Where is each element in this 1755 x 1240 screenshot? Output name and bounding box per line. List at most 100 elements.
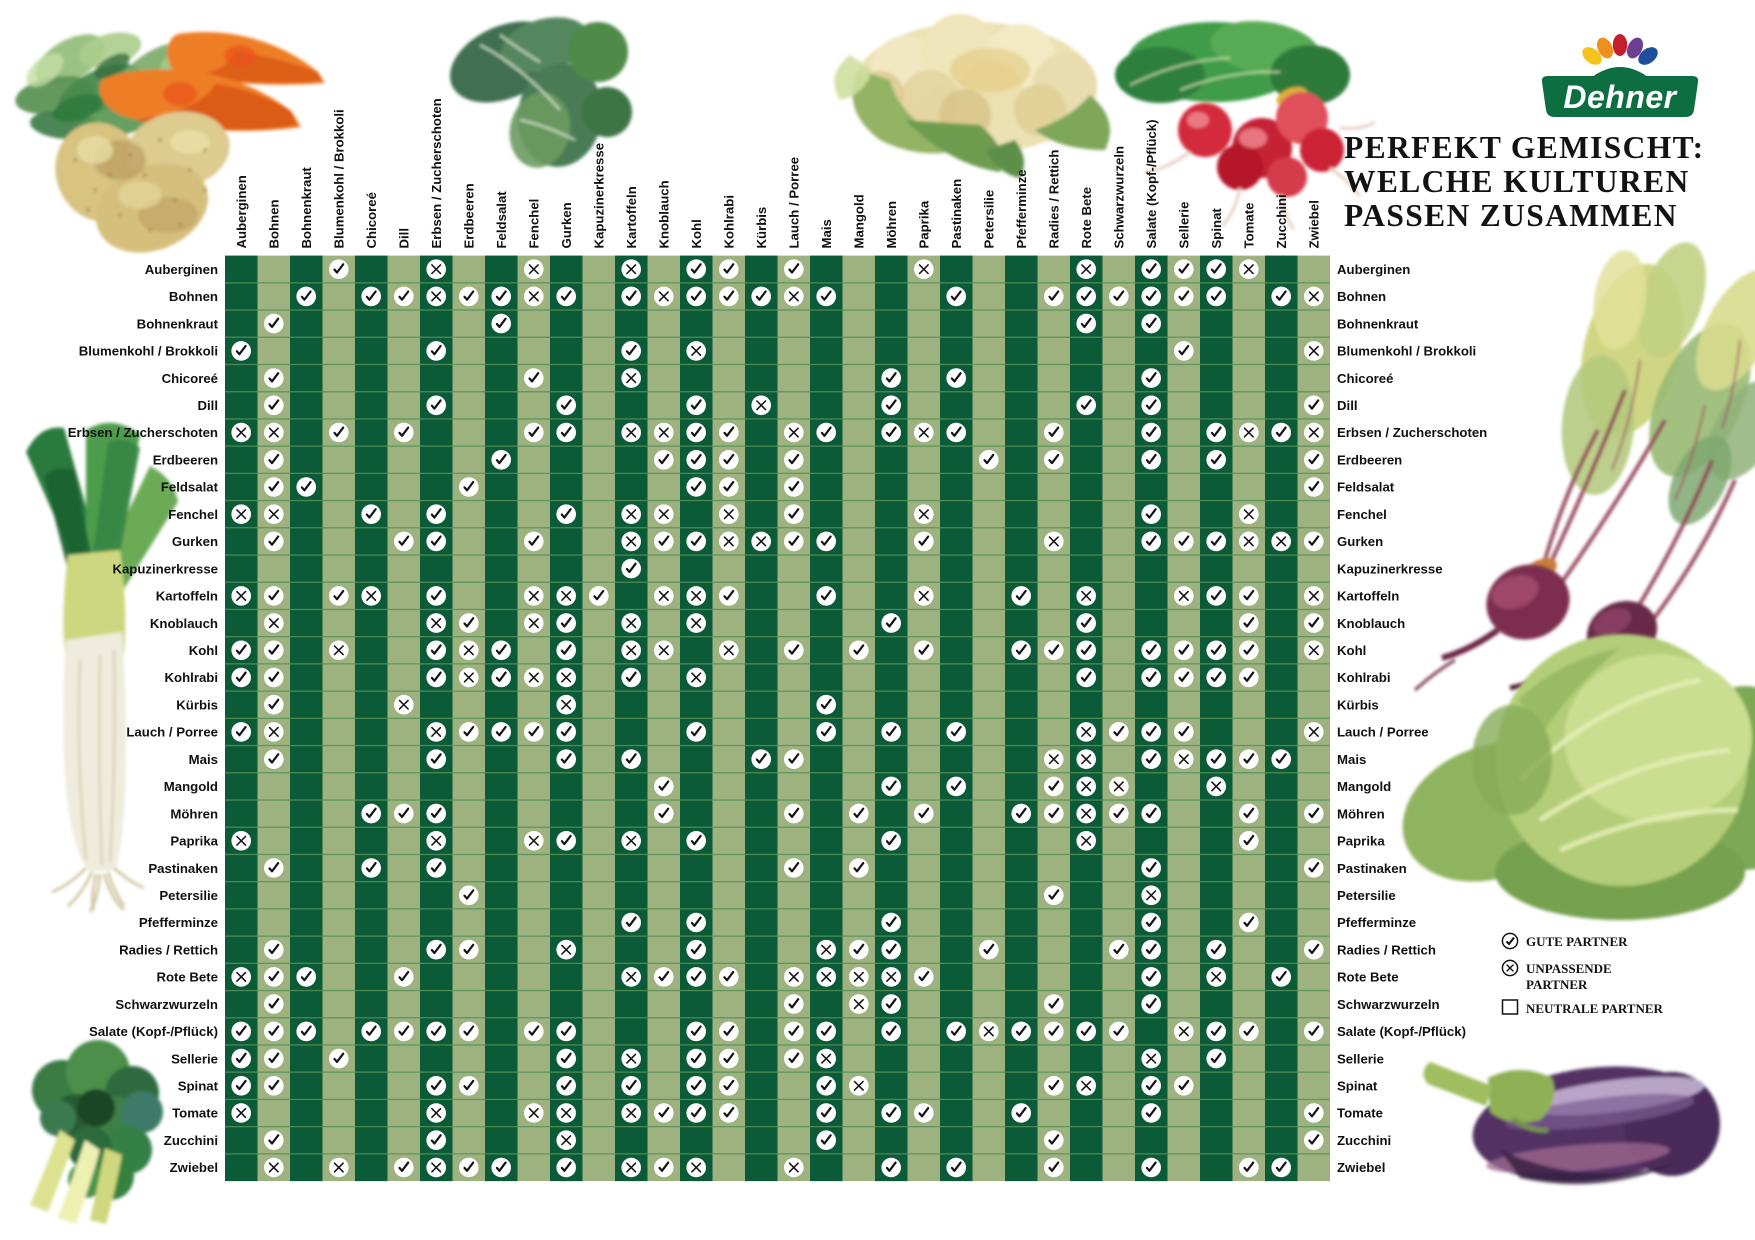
svg-text:Erbsen / Zucherschoten: Erbsen / Zucherschoten — [1337, 425, 1487, 440]
svg-text:Dill: Dill — [197, 398, 218, 413]
svg-text:Kartoffeln: Kartoffeln — [624, 186, 639, 248]
svg-text:Petersilie: Petersilie — [159, 888, 218, 903]
svg-text:PARTNER: PARTNER — [1526, 977, 1588, 992]
svg-text:Kapuzinerkresse: Kapuzinerkresse — [112, 561, 218, 576]
svg-text:Möhren: Möhren — [170, 806, 218, 821]
svg-text:Kürbis: Kürbis — [1337, 697, 1379, 712]
svg-text:Radies / Rettich: Radies / Rettich — [119, 942, 218, 957]
svg-text:Pfefferminze: Pfefferminze — [1014, 169, 1029, 248]
svg-text:Kartoffeln: Kartoffeln — [156, 589, 218, 604]
svg-text:Kohl: Kohl — [1337, 643, 1366, 658]
svg-text:Radies / Rettich: Radies / Rettich — [1047, 150, 1062, 249]
svg-text:NEUTRALE PARTNER: NEUTRALE PARTNER — [1526, 1001, 1664, 1016]
svg-text:Erbsen / Zucherschoten: Erbsen / Zucherschoten — [68, 425, 218, 440]
svg-text:Bohnen: Bohnen — [169, 289, 218, 304]
svg-text:Rote Bete: Rote Bete — [1337, 970, 1399, 985]
svg-text:Gurken: Gurken — [559, 202, 574, 248]
svg-text:Blumenkohl / Brokkoli: Blumenkohl / Brokkoli — [332, 109, 347, 248]
svg-text:Erdbeeren: Erdbeeren — [1337, 452, 1402, 467]
svg-text:Mais: Mais — [819, 219, 834, 248]
svg-text:Zucchini: Zucchini — [164, 1133, 218, 1148]
svg-text:Chicoreé: Chicoreé — [364, 192, 379, 248]
svg-text:Lauch / Porree: Lauch / Porree — [787, 157, 802, 249]
svg-text:Feldsalat: Feldsalat — [161, 480, 219, 495]
svg-text:Petersilie: Petersilie — [982, 190, 997, 249]
svg-text:Knoblauch: Knoblauch — [150, 616, 218, 631]
svg-text:Knoblauch: Knoblauch — [1337, 616, 1405, 631]
svg-text:Petersilie: Petersilie — [1337, 888, 1396, 903]
svg-text:Tomate: Tomate — [172, 1106, 218, 1121]
svg-text:Mais: Mais — [189, 752, 218, 767]
svg-text:Mais: Mais — [1337, 752, 1366, 767]
svg-text:Knoblauch: Knoblauch — [657, 180, 672, 248]
svg-text:Pfefferminze: Pfefferminze — [1337, 915, 1416, 930]
svg-text:Bohnen: Bohnen — [267, 199, 282, 248]
svg-text:Erbsen / Zucherschoten: Erbsen / Zucherschoten — [429, 98, 444, 248]
svg-text:Schwarzwurzeln: Schwarzwurzeln — [1337, 997, 1440, 1012]
svg-text:Kürbis: Kürbis — [176, 697, 218, 712]
svg-text:Spinat: Spinat — [1337, 1079, 1378, 1094]
svg-text:Blumenkohl / Brokkoli: Blumenkohl / Brokkoli — [1337, 344, 1476, 359]
svg-text:Gurken: Gurken — [1337, 534, 1383, 549]
svg-text:Auberginen: Auberginen — [234, 175, 249, 248]
svg-text:Sellerie: Sellerie — [1337, 1051, 1384, 1066]
svg-text:Dehner: Dehner — [1563, 79, 1677, 115]
svg-text:Zwiebel: Zwiebel — [1337, 1160, 1385, 1175]
svg-text:Auberginen: Auberginen — [145, 262, 218, 277]
svg-text:Kapuzinerkresse: Kapuzinerkresse — [1337, 561, 1443, 576]
svg-text:Paprika: Paprika — [917, 200, 932, 248]
svg-text:Radies / Rettich: Radies / Rettich — [1337, 942, 1436, 957]
svg-text:Spinat: Spinat — [1209, 208, 1224, 249]
svg-text:Rote Bete: Rote Bete — [1079, 187, 1094, 249]
svg-text:Zucchini: Zucchini — [1274, 194, 1289, 248]
svg-text:Möhren: Möhren — [884, 201, 899, 249]
svg-text:Pastinaken: Pastinaken — [148, 861, 218, 876]
svg-text:Zucchini: Zucchini — [1337, 1133, 1391, 1148]
svg-text:Tomate: Tomate — [1337, 1106, 1383, 1121]
svg-text:Zwiebel: Zwiebel — [1307, 200, 1322, 248]
svg-text:Rote Bete: Rote Bete — [156, 970, 218, 985]
svg-text:Chicoreé: Chicoreé — [162, 371, 218, 386]
svg-text:PASSEN ZUSAMMEN: PASSEN ZUSAMMEN — [1344, 198, 1678, 233]
svg-text:Paprika: Paprika — [170, 834, 218, 849]
svg-text:Fenchel: Fenchel — [168, 507, 218, 522]
svg-text:Erdbeeren: Erdbeeren — [462, 183, 477, 248]
svg-text:Chicoreé: Chicoreé — [1337, 371, 1393, 386]
svg-text:Tomate: Tomate — [1242, 203, 1257, 249]
svg-text:Kürbis: Kürbis — [754, 207, 769, 249]
svg-text:Spinat: Spinat — [178, 1079, 219, 1094]
svg-text:GUTE PARTNER: GUTE PARTNER — [1526, 934, 1628, 949]
svg-text:Kartoffeln: Kartoffeln — [1337, 589, 1399, 604]
svg-text:Sellerie: Sellerie — [171, 1051, 218, 1066]
svg-text:Schwarzwurzeln: Schwarzwurzeln — [1112, 146, 1127, 249]
svg-text:Möhren: Möhren — [1337, 806, 1385, 821]
svg-text:Mangold: Mangold — [164, 779, 218, 794]
svg-text:Pastinaken: Pastinaken — [1337, 861, 1407, 876]
svg-text:Kohlrabi: Kohlrabi — [722, 195, 737, 248]
svg-text:Lauch / Porree: Lauch / Porree — [1337, 725, 1429, 740]
svg-text:Fenchel: Fenchel — [1337, 507, 1387, 522]
svg-text:Kohl: Kohl — [689, 219, 704, 248]
svg-text:Dill: Dill — [1337, 398, 1358, 413]
svg-text:Bohnenkraut: Bohnenkraut — [299, 167, 314, 249]
svg-text:Salate (Kopf-/Pflück): Salate (Kopf-/Pflück) — [1144, 120, 1159, 249]
svg-text:Dill: Dill — [397, 228, 412, 249]
svg-text:UNPASSENDE: UNPASSENDE — [1526, 961, 1612, 976]
svg-text:WELCHE KULTUREN: WELCHE KULTUREN — [1344, 164, 1690, 199]
svg-text:Salate (Kopf-/Pflück): Salate (Kopf-/Pflück) — [1337, 1024, 1466, 1039]
svg-text:Feldsalat: Feldsalat — [494, 191, 509, 249]
svg-text:Erdbeeren: Erdbeeren — [153, 452, 218, 467]
svg-text:Mangold: Mangold — [1337, 779, 1391, 794]
svg-text:Gurken: Gurken — [172, 534, 218, 549]
svg-text:Bohnenkraut: Bohnenkraut — [137, 316, 219, 331]
svg-text:Mangold: Mangold — [852, 194, 867, 248]
svg-text:Lauch / Porree: Lauch / Porree — [126, 725, 218, 740]
svg-text:Feldsalat: Feldsalat — [1337, 480, 1395, 495]
svg-text:Kapuzinerkresse: Kapuzinerkresse — [592, 143, 607, 249]
svg-text:Auberginen: Auberginen — [1337, 262, 1410, 277]
svg-text:PERFEKT GEMISCHT:: PERFEKT GEMISCHT: — [1344, 130, 1704, 165]
svg-text:Schwarzwurzeln: Schwarzwurzeln — [115, 997, 218, 1012]
svg-text:Pfefferminze: Pfefferminze — [139, 915, 218, 930]
svg-text:Zwiebel: Zwiebel — [170, 1160, 218, 1175]
svg-text:Blumenkohl / Brokkoli: Blumenkohl / Brokkoli — [79, 344, 218, 359]
